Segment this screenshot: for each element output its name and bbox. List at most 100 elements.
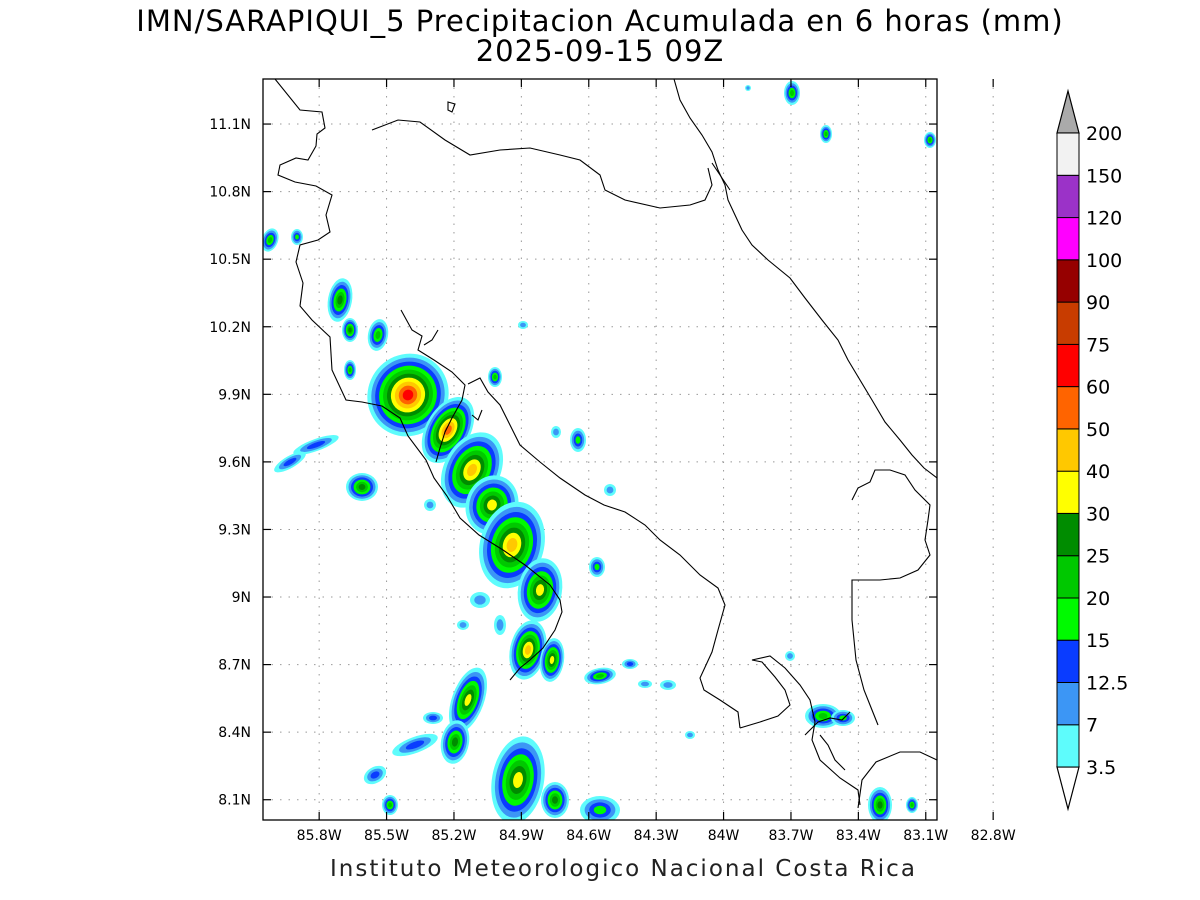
x-tick-label: 84W xyxy=(708,828,740,844)
precip-contour xyxy=(575,436,581,444)
precip-contour xyxy=(549,656,555,664)
precip-contour xyxy=(370,771,380,779)
precip-contour xyxy=(553,428,559,436)
colorbar-label: 120 xyxy=(1086,208,1122,230)
precip-contour xyxy=(818,713,828,719)
coastline-segment xyxy=(400,309,466,463)
precip-contour xyxy=(283,457,297,467)
precip-contour xyxy=(474,595,486,605)
colorbar-label: 90 xyxy=(1086,292,1110,314)
precip-contour xyxy=(641,681,649,687)
latitude-axis: 11.1N 10.8N 10.5N 10.2N 9.9N 9.6N 9.3N 9N 8.7N 8.… xyxy=(209,117,937,809)
colorbar-swatch xyxy=(1056,428,1080,472)
precip-contour xyxy=(451,737,459,747)
precip-contour xyxy=(348,327,352,333)
y-tick-label: 8.7N xyxy=(218,658,251,674)
precip-contour xyxy=(596,673,604,679)
precip-contour xyxy=(466,463,478,477)
coastline-segment xyxy=(447,101,456,113)
precip-contour xyxy=(459,622,467,628)
colorbar-label: 150 xyxy=(1086,165,1122,187)
precip-contour xyxy=(513,771,523,789)
colorbar-label: 40 xyxy=(1086,461,1110,483)
y-tick-label: 9N xyxy=(232,590,251,606)
coastline-segment xyxy=(711,162,731,191)
coastline-segment xyxy=(804,711,851,736)
precip-contour xyxy=(348,367,352,373)
precip-contour xyxy=(790,90,794,96)
colorbar-swatch xyxy=(1056,301,1080,345)
colorbar-swatch xyxy=(1056,259,1080,303)
colorbar-label: 25 xyxy=(1086,546,1110,568)
colorbar-label: 50 xyxy=(1086,419,1110,441)
colorbar-swatch xyxy=(1056,174,1080,219)
colorbar-label: 100 xyxy=(1086,250,1122,272)
y-tick-label: 10.8N xyxy=(209,185,251,201)
coastline-segment xyxy=(819,734,846,771)
colorbar-swatch xyxy=(1056,217,1080,261)
coastline-segment xyxy=(673,79,937,479)
coastline-segment xyxy=(274,79,563,681)
colorbar-label: 12.5 xyxy=(1086,673,1128,695)
colorbar-swatch xyxy=(1056,639,1080,684)
precip-contour xyxy=(524,645,532,655)
precip-contour xyxy=(337,295,343,305)
plot-area-background xyxy=(263,79,937,820)
coastline-segment xyxy=(467,377,741,729)
x-tick-label: 85.8W xyxy=(297,828,342,844)
coastline-segment xyxy=(423,329,439,346)
precip-contour xyxy=(910,803,914,807)
colorbar-swatch xyxy=(1056,343,1080,388)
coastline-segment xyxy=(371,119,713,209)
colorbar-label: 75 xyxy=(1086,334,1110,356)
x-tick-label: 85.2W xyxy=(431,828,476,844)
x-tick-label: 82.8W xyxy=(971,828,1016,844)
coastline-and-borders xyxy=(274,79,937,809)
precip-contour xyxy=(429,715,437,721)
y-tick-label: 11.1N xyxy=(209,117,251,133)
map-subtitle-datetime: 2025-09-15 09Z xyxy=(475,34,725,68)
colorbar-swatch xyxy=(1056,682,1080,726)
x-tick-label: 85.5W xyxy=(364,828,409,844)
coastline-segment xyxy=(851,469,931,726)
precip-contour xyxy=(295,234,299,240)
colorbar-swatch xyxy=(1056,555,1080,599)
colorbar-swatch xyxy=(1056,724,1080,768)
lat-lon-grid xyxy=(263,79,994,820)
coastline-segment xyxy=(857,751,937,809)
precip-contour xyxy=(520,322,526,328)
precip-contour xyxy=(267,237,273,243)
colorbar-label: 30 xyxy=(1086,503,1110,525)
y-tick-label: 9.9N xyxy=(218,387,251,403)
colorbar-swatch xyxy=(1056,512,1080,557)
coastline-segment xyxy=(739,655,861,806)
x-tick-label: 83.1W xyxy=(903,828,948,844)
precip-contour xyxy=(487,499,497,511)
precip-contour xyxy=(746,86,750,90)
y-tick-label: 10.5N xyxy=(209,252,251,268)
y-tick-label: 9.3N xyxy=(218,522,251,538)
precip-contour xyxy=(593,805,607,815)
plot-frame xyxy=(262,78,938,821)
colorbar-label: 3.5 xyxy=(1086,757,1116,779)
y-tick-label: 9.6N xyxy=(218,455,251,471)
x-tick-label: 84.3W xyxy=(634,828,679,844)
precip-contour xyxy=(594,563,600,571)
precip-contour xyxy=(552,796,558,804)
precip-contour xyxy=(877,801,883,809)
longitude-axis: 85.8W 85.5W 85.2W 84.9W 84.6W 84.3W 84W 83.7W 83… xyxy=(297,79,1016,844)
y-tick-label: 10.2N xyxy=(209,320,251,336)
x-tick-label: 83.4W xyxy=(836,828,881,844)
precip-contour xyxy=(405,740,425,750)
precip-contour xyxy=(687,732,693,738)
precip-contour xyxy=(496,619,504,631)
institution-credit: Instituto Meteorologico Nacional Costa R… xyxy=(330,856,917,882)
x-tick-label: 84.6W xyxy=(566,828,611,844)
precip-contour xyxy=(506,538,518,552)
precip-contour xyxy=(358,484,366,490)
precip-contour xyxy=(606,486,614,494)
colorbar-legend: 3.5 7 12.5 15 20 25 30 40 50 60 75 90 100 120 150 200 xyxy=(1056,88,1128,812)
precip-contour xyxy=(928,138,932,142)
precip-contour xyxy=(464,694,472,706)
precip-contour xyxy=(787,653,793,659)
